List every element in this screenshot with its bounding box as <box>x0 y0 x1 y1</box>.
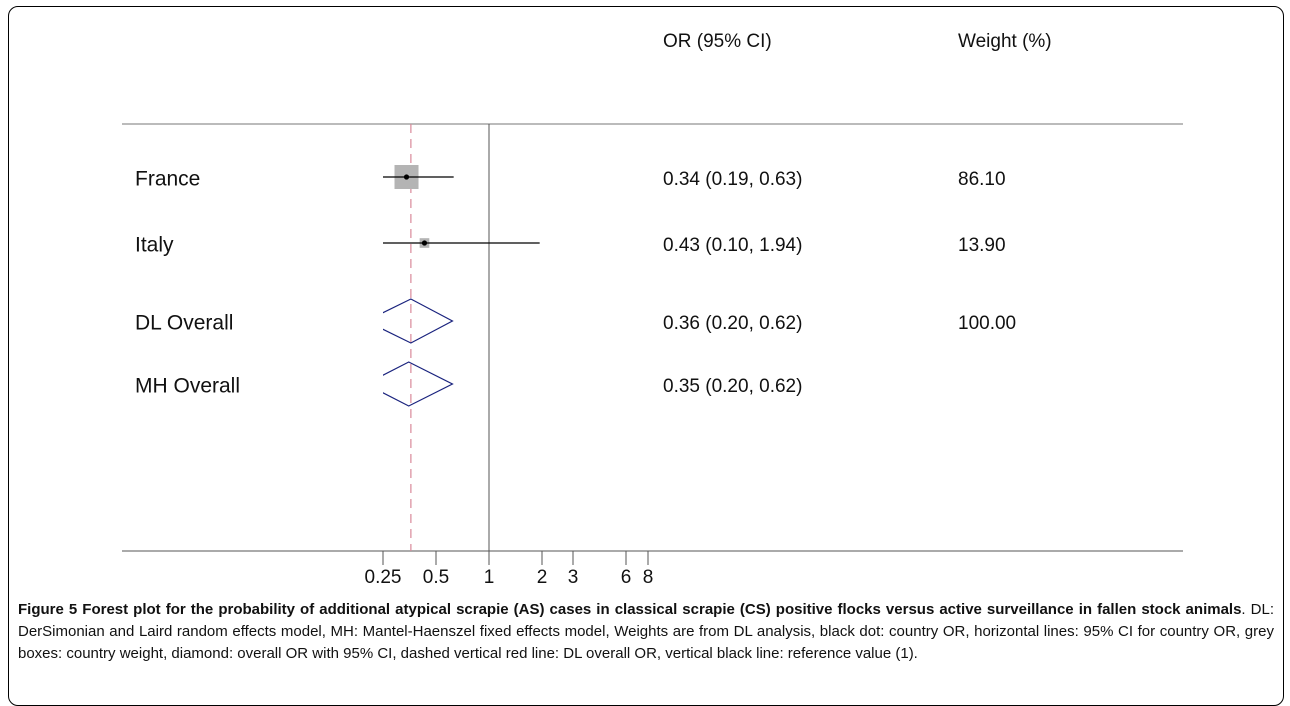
row-label: DL Overall <box>135 312 233 335</box>
column-header: OR (95% CI) <box>663 31 772 52</box>
or-ci: 0.43 (0.10, 1.94) <box>663 235 802 256</box>
point-estimate <box>421 240 428 246</box>
or-ci: 0.36 (0.20, 0.62) <box>663 313 802 334</box>
x-tick-label: 8 <box>643 567 654 588</box>
row-label: France <box>135 168 200 191</box>
caption: Figure 5 Forest plot for the probability… <box>18 599 1274 665</box>
x-tick-label: 3 <box>568 567 579 588</box>
chart: OR (95% CI) Weight (%) 0.25 0.5 1 2 3 6 8 Franc… <box>122 31 1183 588</box>
weight: 100.00 <box>958 313 1016 334</box>
x-tick-label: 2 <box>537 567 548 588</box>
caption-title: Figure 5 Forest plot for the probability… <box>18 601 1242 618</box>
x-tick-label: 0.5 <box>423 567 449 588</box>
weight: 13.90 <box>958 235 1006 256</box>
x-tick-label: 1 <box>484 567 495 588</box>
row-label: Italy <box>135 234 174 257</box>
overall-diamond <box>383 298 454 344</box>
x-tick-label: 6 <box>621 567 632 588</box>
point-estimate <box>403 174 410 180</box>
plot-area <box>383 165 540 407</box>
column-header: Weight (%) <box>958 31 1052 52</box>
caption-text: . DL: DerSimonian and Laird random effec… <box>18 601 1274 662</box>
weight: 86.10 <box>958 169 1006 190</box>
or-ci: 0.34 (0.19, 0.63) <box>663 169 802 190</box>
row-label: MH Overall <box>135 375 240 398</box>
overall-diamond <box>383 361 454 407</box>
x-tick-label: 0.25 <box>365 567 402 588</box>
or-ci: 0.35 (0.20, 0.62) <box>663 376 802 397</box>
